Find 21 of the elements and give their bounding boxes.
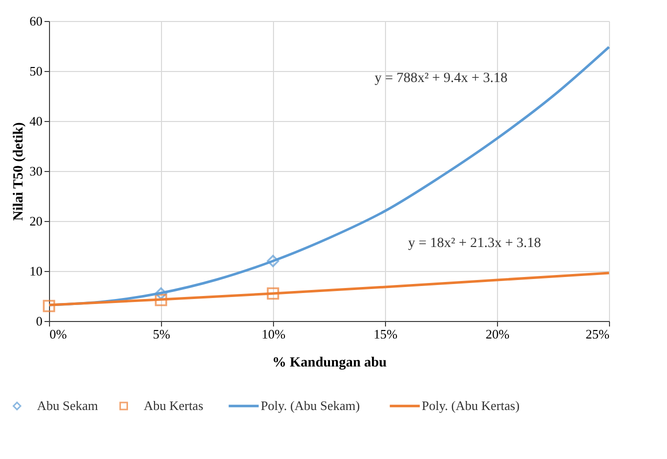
y-tick-label: 30 [30, 164, 42, 178]
legend-label: Abu Sekam [37, 398, 98, 413]
y-tick-label: 40 [30, 114, 42, 128]
y-tick-label: 50 [30, 64, 42, 78]
x-tick-label: 15% [374, 326, 398, 342]
legend-label: Poly. (Abu Kertas) [422, 398, 520, 413]
y-tick-label: 10 [30, 264, 42, 278]
x-tick-label: 20% [486, 326, 510, 342]
x-tick-label: 0% [50, 326, 67, 342]
legend-label: Poly. (Abu Sekam) [260, 398, 360, 413]
x-tick-label: 10% [262, 326, 286, 342]
annotation: y = 788x² + 9.4x + 3.18 [374, 71, 508, 86]
annotation: y = 18x² + 21.3x + 3.18 [408, 236, 542, 251]
x-tick-label: 25% [586, 326, 610, 342]
y-tick-label: 20 [30, 214, 42, 228]
y-axis-title: Nilai T50 (detik) [12, 122, 26, 221]
y-tick-label: 0 [36, 314, 42, 328]
y-tick-label: 60 [30, 14, 42, 28]
x-tick-label: 5% [152, 326, 170, 342]
x-axis-title: % Kandungan abu [272, 356, 387, 370]
legend-label: Abu Kertas [144, 398, 204, 413]
